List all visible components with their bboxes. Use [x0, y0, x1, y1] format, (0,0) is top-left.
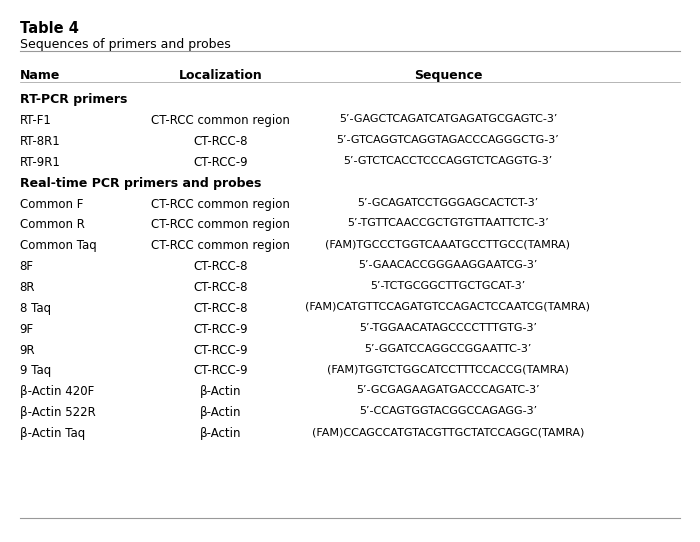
Text: CT-RCC-8: CT-RCC-8	[193, 135, 248, 148]
Text: RT-8R1: RT-8R1	[20, 135, 60, 148]
Text: Name: Name	[20, 69, 60, 82]
Text: 5’-CCAGTGGTACGGCCAGAGG-3’: 5’-CCAGTGGTACGGCCAGAGG-3’	[359, 406, 537, 416]
Text: 9R: 9R	[20, 344, 35, 357]
Text: 8R: 8R	[20, 281, 35, 294]
Text: CT-RCC-9: CT-RCC-9	[193, 322, 248, 335]
Text: 8F: 8F	[20, 260, 34, 273]
Text: Common Taq: Common Taq	[20, 239, 97, 252]
Text: Sequences of primers and probes: Sequences of primers and probes	[20, 38, 230, 51]
Text: β-Actin Taq: β-Actin Taq	[20, 427, 85, 440]
Text: β-Actin: β-Actin	[199, 385, 241, 398]
Text: CT-RCC-9: CT-RCC-9	[193, 156, 248, 169]
Text: CT-RCC-9: CT-RCC-9	[193, 344, 248, 357]
Text: Common F: Common F	[20, 197, 83, 210]
Text: Real-time PCR primers and probes: Real-time PCR primers and probes	[20, 177, 261, 190]
Text: Common R: Common R	[20, 218, 85, 231]
Text: RT-PCR primers: RT-PCR primers	[20, 93, 127, 106]
Text: (FAM)CCAGCCATGTACGTTGCTATCCAGGC(TAMRA): (FAM)CCAGCCATGTACGTTGCTATCCAGGC(TAMRA)	[312, 427, 584, 437]
Text: 8 Taq: 8 Taq	[20, 302, 50, 315]
Text: Table 4: Table 4	[20, 21, 78, 36]
Text: CT-RCC-9: CT-RCC-9	[193, 364, 248, 377]
Text: 9F: 9F	[20, 322, 34, 335]
Text: β-Actin 522R: β-Actin 522R	[20, 406, 95, 419]
Text: RT-F1: RT-F1	[20, 114, 52, 127]
Text: CT-RCC-8: CT-RCC-8	[193, 302, 248, 315]
Text: CT-RCC-8: CT-RCC-8	[193, 281, 248, 294]
Text: 9 Taq: 9 Taq	[20, 364, 51, 377]
Text: (FAM)TGGTCTGGCATCCTTTCCACCG(TAMRA): (FAM)TGGTCTGGCATCCTTTCCACCG(TAMRA)	[327, 364, 569, 375]
Text: RT-9R1: RT-9R1	[20, 156, 60, 169]
Text: CT-RCC common region: CT-RCC common region	[151, 239, 290, 252]
Text: CT-RCC common region: CT-RCC common region	[151, 218, 290, 231]
Text: 5’-TGTTCAACCGCTGTGTTAATTCTC-3’: 5’-TGTTCAACCGCTGTGTTAATTCTC-3’	[347, 218, 549, 228]
Text: 5’-GTCTCACCTCCCAGGTCTCAGGTG-3’: 5’-GTCTCACCTCCCAGGTCTCAGGTG-3’	[344, 156, 552, 166]
Text: 5’-TCTGCGGCTTGCTGCAT-3’: 5’-TCTGCGGCTTGCTGCAT-3’	[370, 281, 526, 291]
Text: 5’-GCGAGAAGATGACCCAGATC-3’: 5’-GCGAGAAGATGACCCAGATC-3’	[356, 385, 540, 395]
Text: β-Actin: β-Actin	[199, 427, 241, 440]
Text: (FAM)CATGTTCCAGATGTCCAGACTCCAATCG(TAMRA): (FAM)CATGTTCCAGATGTCCAGACTCCAATCG(TAMRA)	[305, 302, 591, 312]
Text: 5’-GAGCTCAGATCATGAGATGCGAGTC-3’: 5’-GAGCTCAGATCATGAGATGCGAGTC-3’	[339, 114, 557, 124]
Text: CT-RCC-8: CT-RCC-8	[193, 260, 248, 273]
Text: 5’-GCAGATCCTGGGAGCACTCT-3’: 5’-GCAGATCCTGGGAGCACTCT-3’	[358, 197, 538, 208]
Text: CT-RCC common region: CT-RCC common region	[151, 197, 290, 210]
Text: Sequence: Sequence	[414, 69, 482, 82]
Text: Localization: Localization	[178, 69, 262, 82]
Text: β-Actin 420F: β-Actin 420F	[20, 385, 94, 398]
Text: CT-RCC common region: CT-RCC common region	[151, 114, 290, 127]
Text: 5’-GTCAGGTCAGGTAGACCCAGGGCTG-3’: 5’-GTCAGGTCAGGTAGACCCAGGGCTG-3’	[337, 135, 559, 145]
Text: 5’-TGGAACATAGCCCCTTTGTG-3’: 5’-TGGAACATAGCCCCTTTGTG-3’	[359, 322, 537, 333]
Text: β-Actin: β-Actin	[199, 406, 241, 419]
Text: (FAM)TGCCCTGGTCAAATGCCTTGCC(TAMRA): (FAM)TGCCCTGGTCAAATGCCTTGCC(TAMRA)	[326, 239, 570, 249]
Text: 5’-GGATCCAGGCCGGAATTC-3’: 5’-GGATCCAGGCCGGAATTC-3’	[364, 344, 532, 353]
Text: 5’-GAACACCGGGAAGGAATCG-3’: 5’-GAACACCGGGAAGGAATCG-3’	[358, 260, 538, 270]
